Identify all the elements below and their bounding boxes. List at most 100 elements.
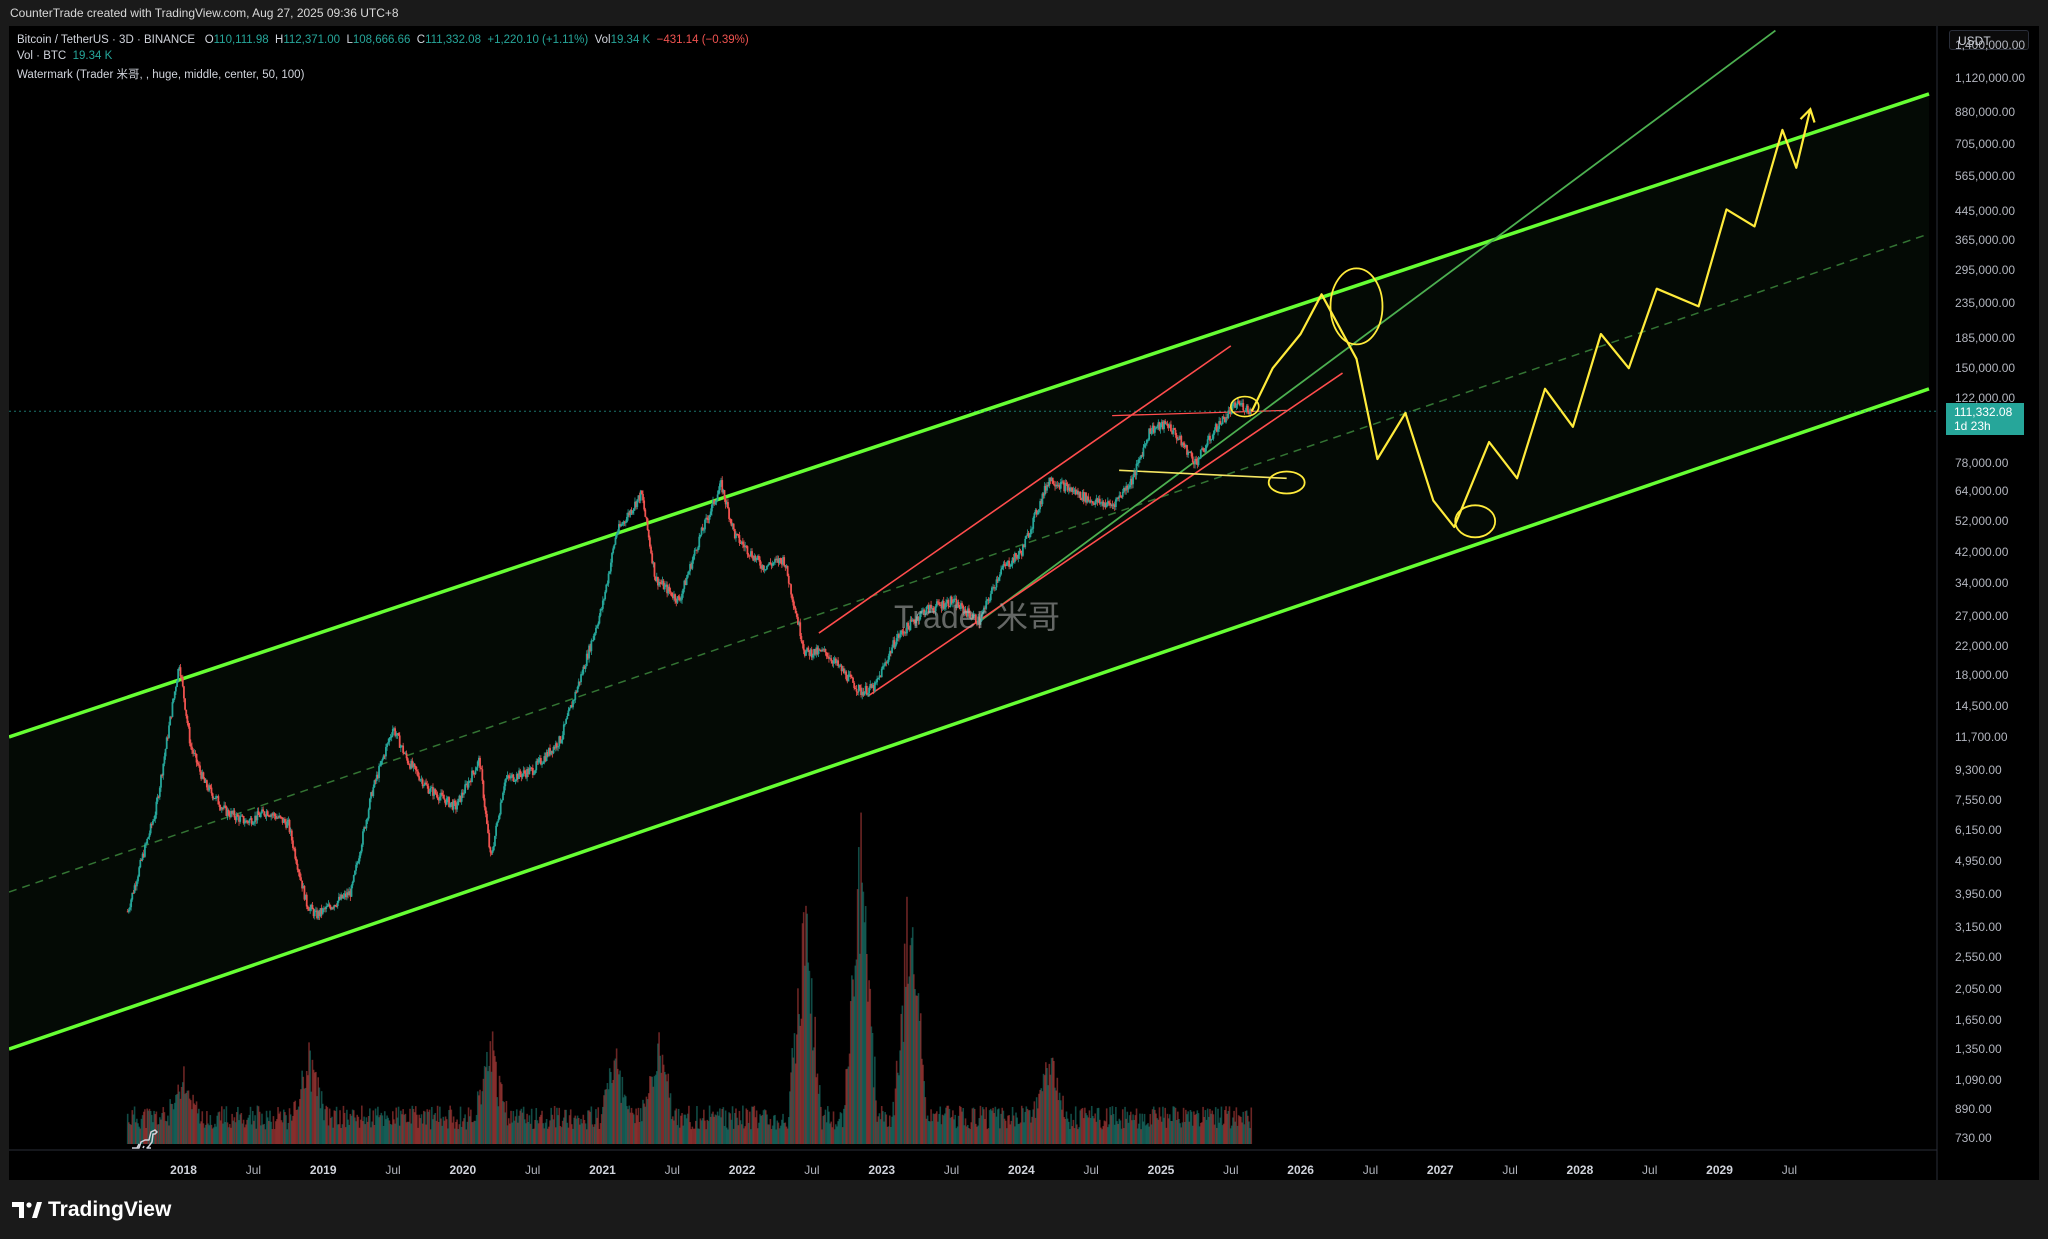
volume-bar xyxy=(828,1111,830,1144)
volume-bar xyxy=(745,1108,748,1144)
ohlc-legend[interactable]: Bitcoin / TetherUS · 3D · BINANCE O110,1… xyxy=(17,34,749,46)
volume-bar xyxy=(646,1099,649,1144)
volume-bar xyxy=(719,1108,721,1144)
volume-bar xyxy=(846,1068,849,1144)
volume-bar xyxy=(448,1110,450,1144)
volume-bar xyxy=(1232,1117,1234,1144)
candle-body xyxy=(1205,445,1208,449)
dino-icon[interactable] xyxy=(129,1124,159,1152)
volume-bar xyxy=(525,1123,527,1144)
volume-bar xyxy=(253,1120,255,1144)
candle-body xyxy=(756,555,759,558)
volume-bar xyxy=(575,1118,578,1144)
price-chart[interactable] xyxy=(9,26,2039,1180)
volume-bar xyxy=(257,1106,260,1144)
candle-body xyxy=(1024,538,1027,548)
candle-body xyxy=(1225,417,1227,423)
candle-body xyxy=(529,767,532,769)
candle-body xyxy=(1031,528,1033,530)
candle-body xyxy=(981,611,984,615)
candle-body xyxy=(227,809,230,816)
candle-body xyxy=(1234,402,1237,408)
candle-body xyxy=(551,750,554,754)
volume-bar xyxy=(372,1110,375,1144)
candle-body xyxy=(1221,416,1224,425)
candle-body xyxy=(273,813,276,817)
watermark-legend[interactable]: Watermark (Trader 米哥, , huge, middle, ce… xyxy=(17,66,304,82)
volume-bar xyxy=(510,1110,512,1144)
volume-bar xyxy=(319,1108,322,1144)
volume-bar xyxy=(235,1112,238,1144)
volume-bar xyxy=(890,1126,892,1144)
candle-body xyxy=(255,815,258,821)
candle-body xyxy=(934,606,937,612)
time-tick-label: 2025 xyxy=(1147,1163,1175,1177)
volume-bar xyxy=(1071,1126,1074,1144)
candle-body xyxy=(1140,455,1143,459)
candle-body xyxy=(202,772,205,779)
volume-bar xyxy=(874,1056,876,1144)
volume-legend[interactable]: Vol · BTC 19.34 K xyxy=(17,50,112,62)
volume-bar xyxy=(877,1116,880,1144)
currency-selector[interactable]: USDT xyxy=(1949,30,2029,50)
volume-bar xyxy=(141,1115,144,1144)
candle-body xyxy=(660,582,663,584)
candle-body xyxy=(849,674,852,677)
volume-bar xyxy=(149,1110,152,1144)
volume-bar xyxy=(720,1117,722,1144)
volume-bar xyxy=(304,1087,307,1144)
candle-body xyxy=(356,863,359,865)
volume-bar xyxy=(1175,1120,1178,1144)
candle-body xyxy=(814,649,817,655)
tradingview-logo[interactable]: TradingView xyxy=(12,1198,171,1222)
chart-area[interactable]: Bitcoin / TetherUS · 3D · BINANCE O110,1… xyxy=(9,26,2039,1180)
candle-body xyxy=(1038,509,1040,513)
candle-body xyxy=(786,565,789,576)
last-price-value: 111,332.08 xyxy=(1954,405,2013,420)
price-tick-label: 730.00 xyxy=(1955,1130,1992,1145)
candle-body xyxy=(232,810,235,814)
candle-body xyxy=(915,619,918,624)
candle-body xyxy=(420,779,423,781)
candle-body xyxy=(797,616,799,625)
candle-body xyxy=(297,869,300,873)
candle-body xyxy=(367,809,370,819)
candle-body xyxy=(986,599,989,601)
candle-body xyxy=(925,606,928,613)
volume-bar xyxy=(554,1127,557,1144)
candle-body xyxy=(1124,487,1126,491)
candle-body xyxy=(461,792,464,795)
volume-bar xyxy=(130,1124,132,1144)
volume-bar xyxy=(199,1123,201,1144)
volume-bar xyxy=(565,1109,567,1144)
volume-bar xyxy=(1003,1118,1006,1144)
volume-bar xyxy=(530,1108,533,1144)
volume-bar xyxy=(128,1122,130,1144)
candle-body xyxy=(443,798,446,800)
low-value: 108,666.66 xyxy=(352,34,411,46)
candle-body xyxy=(538,757,541,760)
candle-body xyxy=(1172,428,1175,434)
candle-body xyxy=(256,811,259,821)
volume-bar xyxy=(606,1083,609,1144)
volume-bar xyxy=(417,1127,419,1144)
volume-bar xyxy=(260,1125,262,1144)
candle-body xyxy=(839,665,842,667)
symbol-label[interactable]: Bitcoin / TetherUS · 3D · BINANCE xyxy=(17,34,196,46)
candle-body xyxy=(343,893,346,896)
candle-body xyxy=(496,821,499,826)
volume-bar xyxy=(1120,1128,1123,1144)
candle-body xyxy=(373,780,376,788)
candle-body xyxy=(208,785,211,791)
candle-body xyxy=(1015,553,1017,557)
candle-body xyxy=(631,510,634,514)
volume-bar xyxy=(326,1107,329,1144)
candle-body xyxy=(1004,564,1007,566)
time-tick-label: Jul xyxy=(1642,1163,1658,1177)
candle-body xyxy=(1233,402,1235,405)
volume-bar xyxy=(1191,1125,1194,1144)
candle-body xyxy=(950,596,953,604)
volume-bar xyxy=(387,1117,390,1144)
price-tick-label: 365,000.00 xyxy=(1955,232,2016,247)
candle-body xyxy=(389,737,392,739)
